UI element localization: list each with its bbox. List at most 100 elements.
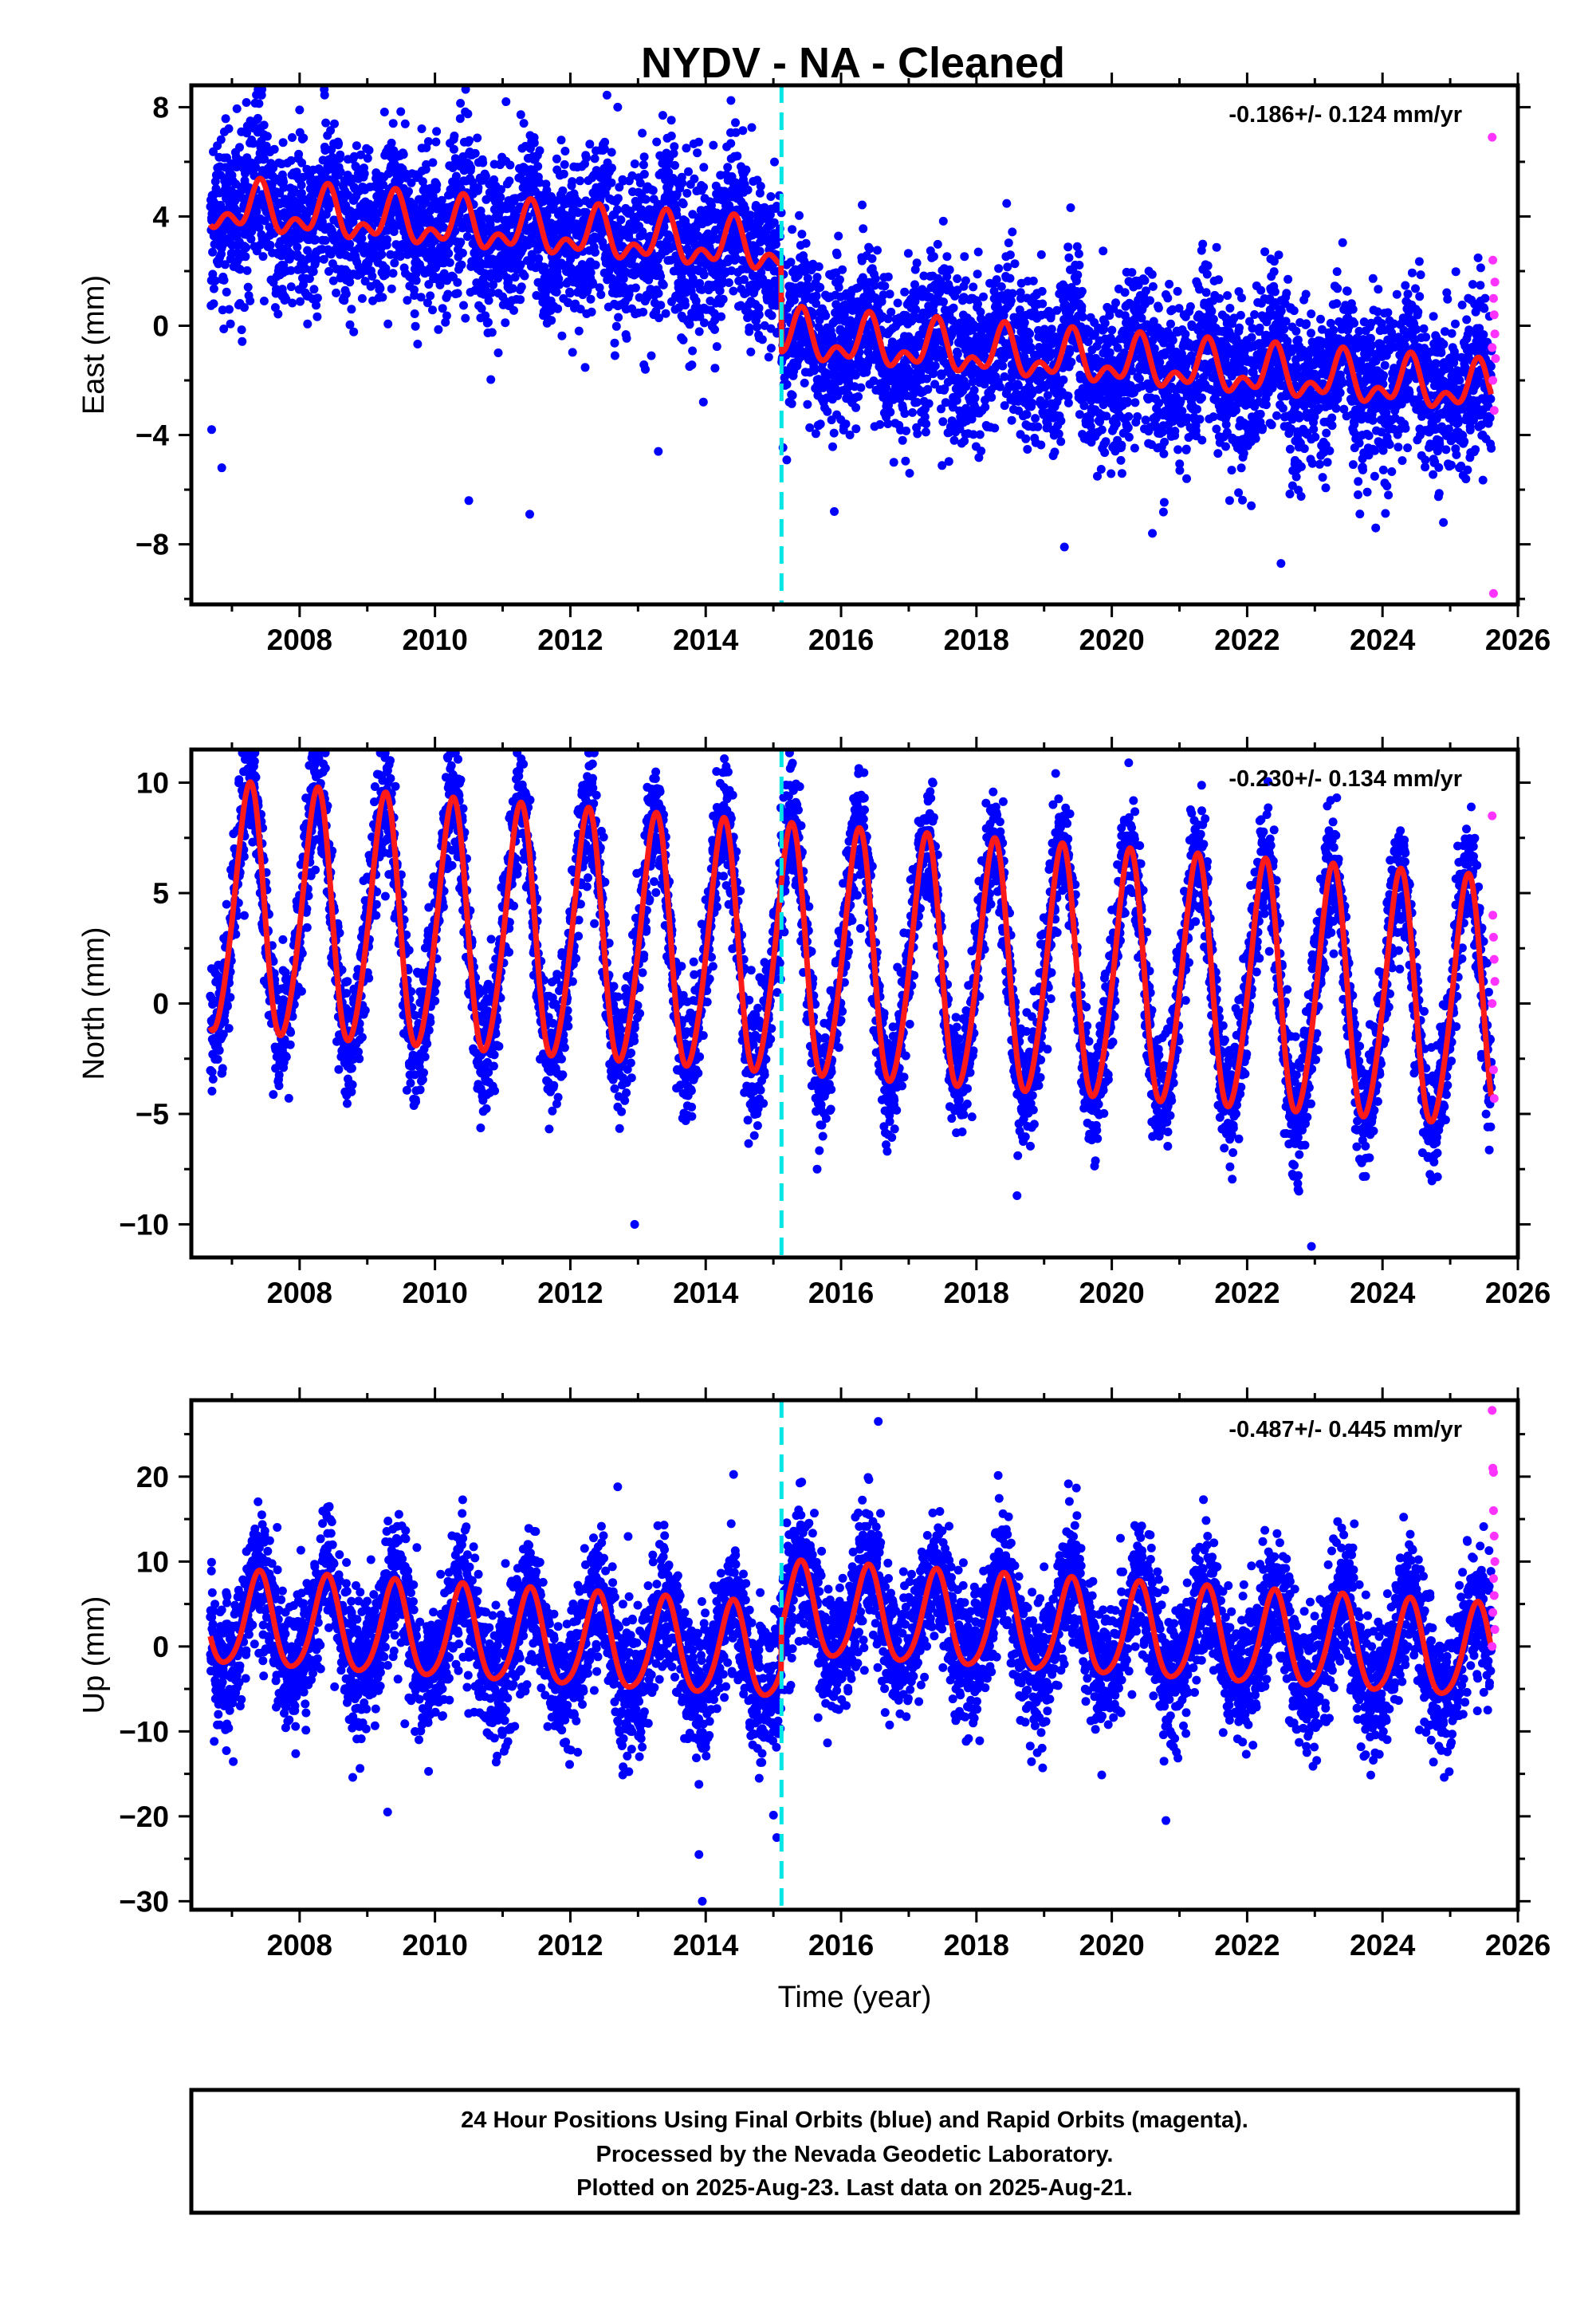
east-point [454,289,462,297]
east-point [226,320,235,329]
east-point [396,108,405,116]
east-point [517,110,525,119]
east-point [418,124,427,133]
east-point [225,124,234,133]
east-point [279,138,288,147]
east-point [494,348,503,357]
east-point [383,235,391,244]
east-point [381,264,390,273]
east-point [434,325,442,334]
east-point [484,318,493,327]
east-point [390,258,399,267]
east-point [352,141,361,150]
east-point [210,299,218,308]
east-point [242,243,250,252]
east-point [324,267,333,276]
east-point [249,139,257,148]
east-point [412,276,421,285]
east-point [456,99,465,108]
east-point [238,337,246,346]
east-point [428,158,437,167]
east-point [330,120,339,128]
east-point [530,139,539,148]
east-point [432,127,441,136]
east-point [432,180,441,189]
east-point [389,269,398,277]
east-point [399,150,408,159]
east-point [516,295,525,304]
east-point [243,266,252,275]
east-point [442,312,451,321]
east-point [533,162,542,171]
east-point [459,301,468,310]
east-point [401,120,410,128]
east-point [334,139,343,148]
east-point [478,159,487,167]
east-point [254,114,262,123]
east-point [521,272,529,281]
east-point [368,272,376,281]
east-point [387,285,396,293]
east-point [364,154,372,163]
east-point [259,252,268,261]
east-point [313,293,322,302]
east-point [347,305,356,313]
east-point [254,99,263,108]
east-point [222,114,230,123]
east-point [428,305,437,314]
east-point [404,187,413,196]
east-point [496,193,505,202]
east-point [438,304,447,313]
east-point [456,238,465,246]
east-point [296,297,305,306]
east-point [411,322,420,331]
east-point [486,376,495,384]
east-point [517,282,526,291]
east-point [309,285,318,293]
east-point [536,146,544,155]
east-point [244,283,253,292]
east-point [303,320,312,329]
east-point [458,249,467,258]
east-point [505,176,513,185]
figure: NYDV - NA - Cleaned 2008 2010 2012 2014 2016… [0,0,1596,2314]
east-point [380,108,389,116]
east-point [270,145,279,154]
east-point [288,299,297,308]
east-point [520,119,529,128]
east-point [509,284,517,293]
east-point [365,146,374,155]
east-point [233,104,242,113]
panel-east: 2008 2010 2012 2014 2016 2018 2020 2022 2024 2026… [77,73,1551,656]
east-point [501,318,509,327]
east-point [266,241,275,250]
east-point [263,132,272,141]
east-point [426,291,434,300]
east-point [511,273,520,281]
east-point [273,309,282,318]
east-point [451,154,460,163]
east-point [411,309,419,318]
east-point [505,161,514,170]
east-point [299,134,308,143]
east-point [225,305,234,314]
east-point [466,163,475,172]
east-point [260,297,269,305]
east-points-layer [206,85,1496,569]
east-point [210,285,218,293]
east-point [473,134,482,143]
east-point [260,120,269,129]
east-point [238,325,246,334]
east-point [349,328,358,336]
east-point [360,169,369,178]
east-point [387,139,396,148]
east-point [336,151,344,159]
east-point [461,314,470,323]
east-point [444,249,453,258]
east-point [443,290,452,299]
east-point [235,143,244,152]
east-point [383,320,392,329]
east-point [313,313,321,321]
east-point [208,248,217,257]
east-point [453,278,462,287]
